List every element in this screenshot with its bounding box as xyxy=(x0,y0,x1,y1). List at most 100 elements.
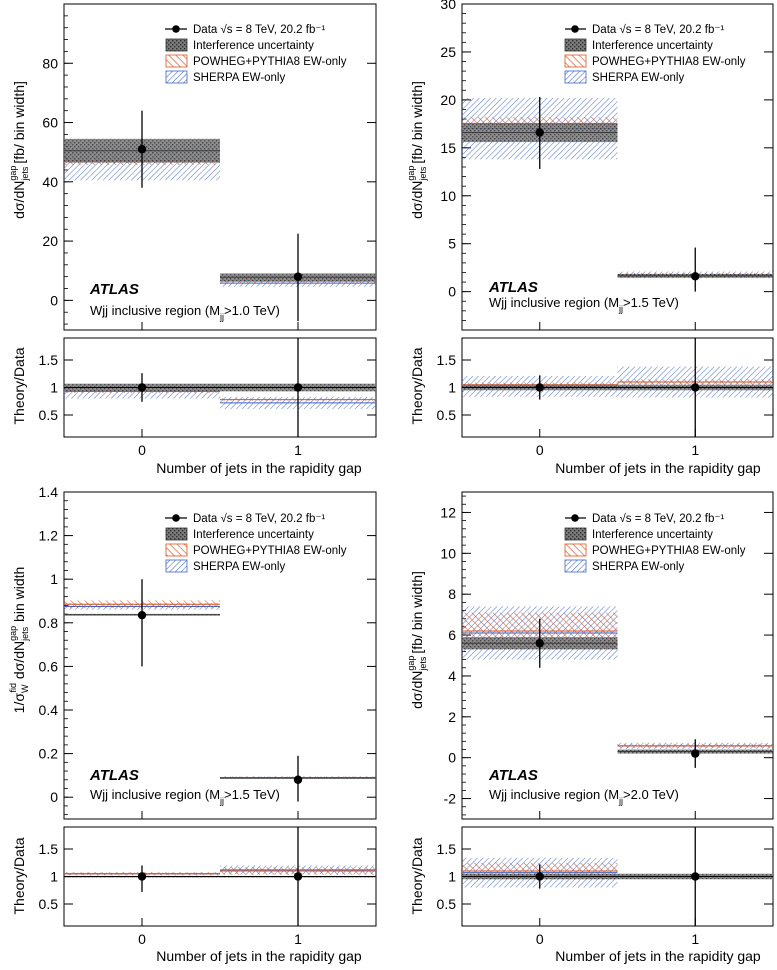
legend-interference-label: Interference uncertainty xyxy=(592,40,713,52)
legend-powheg-swatch xyxy=(564,543,587,557)
y-tick-label: 6 xyxy=(448,627,456,643)
y-tick-label: 8 xyxy=(448,586,456,602)
main-plot-area: -2 0 2 4 6 8 10 12 xyxy=(440,491,774,820)
legend-sherpa-label: SHERPA EW-only xyxy=(592,561,684,573)
ylabel-group: dσ/dNjetsgap[fb/ bin width] xyxy=(8,81,30,219)
y-tick-label: 20 xyxy=(440,92,456,108)
legend-data-marker xyxy=(172,25,180,33)
y-axis-label: 1/σWfid dσ/dNjetsgap bin width xyxy=(8,567,30,714)
ratio-plot-area: 0.5 1 1.5 0 1 xyxy=(39,337,377,458)
legend-data-marker xyxy=(172,514,180,522)
y-tick-label: 0 xyxy=(50,789,58,805)
y-tick-label: 1.2 xyxy=(39,528,59,544)
ratio-plot-area: 0.5 1 1.5 0 1 xyxy=(39,826,377,947)
ratio-y-tick-label: 0.5 xyxy=(39,407,59,423)
legend-sherpa-swatch xyxy=(564,70,587,84)
y-tick-label: 1.4 xyxy=(39,484,59,500)
legend-data-marker xyxy=(571,514,579,522)
y-tick-label: 40 xyxy=(42,174,58,190)
y-tick-label: -2 xyxy=(444,791,457,807)
x-axis-label: Number of jets in the rapidity gap xyxy=(555,948,761,964)
y-tick-label: 1 xyxy=(50,571,58,587)
ratio-plot-area: 0.5 1 1.5 0 1 xyxy=(437,337,774,458)
y-tick-label: 10 xyxy=(440,545,456,561)
legend-powheg-label: POWHEG+PYTHIA8 EW-only xyxy=(193,56,347,68)
ratio-y-tick-label: 0.5 xyxy=(437,407,457,423)
atlas-label: ATLAS xyxy=(89,281,139,298)
legend-powheg-swatch xyxy=(564,54,587,68)
ratio-y-label: Theory/Data xyxy=(11,347,27,424)
main-plot-area: 0 20 40 60 80 xyxy=(42,3,377,331)
atlas-label: ATLAS xyxy=(488,279,538,296)
legend-powheg-label: POWHEG+PYTHIA8 EW-only xyxy=(592,56,746,68)
main-plot-area: 0 0.2 0.4 0.6 0.8 1 1.2 1.4 xyxy=(39,484,377,820)
data-point xyxy=(137,145,147,154)
x-axis-label: Number of jets in the rapidity gap xyxy=(156,460,362,476)
legend-sherpa-swatch xyxy=(564,559,587,573)
legend-sherpa-label: SHERPA EW-only xyxy=(193,72,285,84)
legend-sherpa-swatch xyxy=(165,559,188,573)
ratio-y-tick-label: 0.5 xyxy=(39,896,59,912)
legend-powheg-label: POWHEG+PYTHIA8 EW-only xyxy=(193,545,347,557)
ratio-y-tick-label: 1.5 xyxy=(437,841,457,857)
y-tick-label: 0.8 xyxy=(39,615,59,631)
y-tick-label: 15 xyxy=(440,140,456,156)
x-tick-label: 0 xyxy=(536,442,544,458)
legend-sherpa-label: SHERPA EW-only xyxy=(193,561,285,573)
legend-interference-label: Interference uncertainty xyxy=(592,529,713,541)
legend-sherpa-label: SHERPA EW-only xyxy=(592,72,684,84)
ylabel-group: 1/σWfid dσ/dNjetsgap bin width xyxy=(8,567,30,714)
x-tick-label: 1 xyxy=(294,931,302,947)
ratio-y-tick-label: 0.5 xyxy=(437,896,457,912)
y-tick-label: 0 xyxy=(50,292,58,308)
x-tick-label: 1 xyxy=(294,442,302,458)
x-tick-label: 1 xyxy=(691,931,699,947)
region-label: Wjj inclusive region (Mjj>1.0 TeV) xyxy=(90,303,280,322)
ratio-plot-area: 0.5 1 1.5 0 1 xyxy=(437,826,774,947)
y-tick-label: 5 xyxy=(448,236,456,252)
ratio-y-label: Theory/Data xyxy=(409,837,425,914)
ratio-y-tick-label: 1.5 xyxy=(39,841,59,857)
legend-data-label: Data √s = 8 TeV, 20.2 fb⁻¹ xyxy=(592,23,724,36)
main-plot-area: 0 5 10 15 20 25 30 xyxy=(440,0,774,331)
data-point xyxy=(293,775,303,784)
region-label: Wjj inclusive region (Mjj>2.0 TeV) xyxy=(489,787,679,806)
data-point xyxy=(535,639,544,648)
y-tick-label: 12 xyxy=(440,504,456,520)
y-tick-label: 0 xyxy=(448,284,456,300)
ratio-y-tick-label: 1 xyxy=(448,380,456,396)
ratio-y-tick-label: 1 xyxy=(50,380,58,396)
y-tick-label: 0.4 xyxy=(39,702,59,718)
ratio-y-tick-label: 1.5 xyxy=(437,352,457,368)
ylabel-group: dσ/dNjetsgap[fb/ bin width] xyxy=(406,571,428,709)
y-tick-label: 60 xyxy=(42,115,58,131)
legend: Data √s = 8 TeV, 20.2 fb⁻¹ Interference … xyxy=(564,512,746,573)
legend-powheg-swatch xyxy=(165,543,188,557)
legend-data-label: Data √s = 8 TeV, 20.2 fb⁻¹ xyxy=(592,512,724,525)
legend-sherpa-swatch xyxy=(165,70,188,84)
y-tick-label: 4 xyxy=(448,668,456,684)
legend-interference-swatch xyxy=(165,38,188,52)
atlas-label: ATLAS xyxy=(488,767,538,784)
x-tick-label: 1 xyxy=(691,442,699,458)
legend: Data √s = 8 TeV, 20.2 fb⁻¹ Interference … xyxy=(165,512,347,573)
y-tick-label: 10 xyxy=(440,188,456,204)
x-tick-label: 0 xyxy=(138,931,146,947)
data-point xyxy=(691,272,700,281)
legend: Data √s = 8 TeV, 20.2 fb⁻¹ Interference … xyxy=(564,23,746,84)
y-axis-label: dσ/dNjetsgap[fb/ bin width] xyxy=(406,571,428,709)
legend-data-label: Data √s = 8 TeV, 20.2 fb⁻¹ xyxy=(193,512,325,525)
main-plot-frame xyxy=(63,491,377,820)
panel-top-left: dσ/dNjetsgap[fb/ bin width] 0 20 40 60 80 0.… xyxy=(8,3,377,476)
y-axis-label: dσ/dNjetsgap[fb/ bin width] xyxy=(406,81,428,219)
data-point xyxy=(293,272,303,281)
ratio-y-tick-label: 1.5 xyxy=(39,352,59,368)
panel-top-right: dσ/dNjetsgap[fb/ bin width] 051015202530… xyxy=(406,0,774,476)
ratio-y-tick-label: 1 xyxy=(448,869,456,885)
legend-interference-swatch xyxy=(165,527,188,541)
y-tick-label: 80 xyxy=(42,55,58,71)
data-point xyxy=(137,610,147,620)
panel-bottom-right: dσ/dNjetsgap[fb/ bin width] -2024681012 … xyxy=(406,491,774,964)
legend-interference-swatch xyxy=(564,527,587,541)
